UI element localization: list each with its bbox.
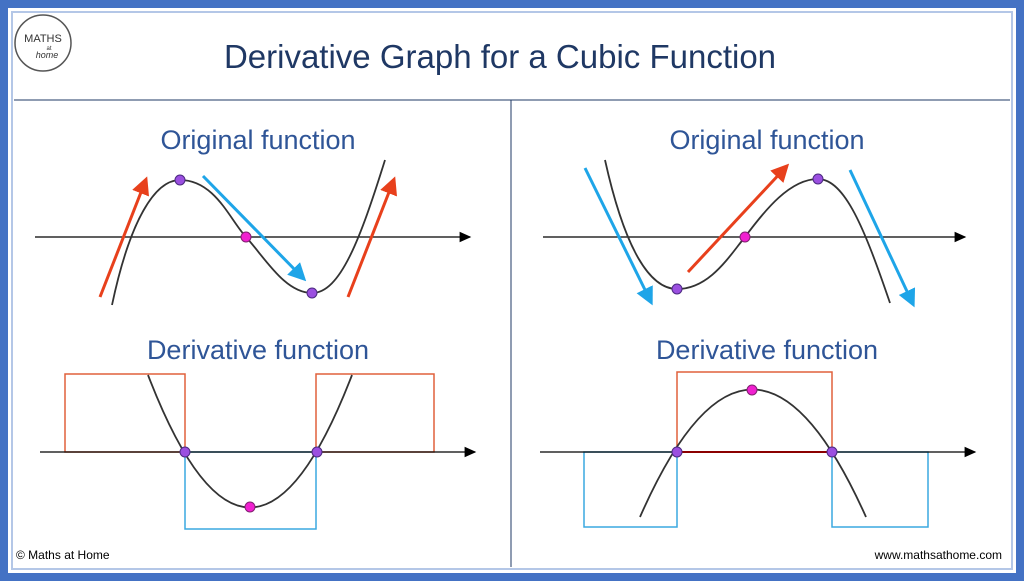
inflection-point bbox=[240, 231, 252, 243]
increasing-arrow bbox=[346, 176, 398, 298]
website: www.mathsathome.com bbox=[874, 548, 1002, 562]
decreasing-arrow bbox=[583, 167, 653, 306]
root-point bbox=[311, 446, 323, 458]
root-point bbox=[671, 446, 683, 458]
turning-point bbox=[746, 384, 758, 396]
logo-text: MATHS bbox=[24, 33, 62, 45]
decreasing-arrow bbox=[848, 169, 916, 308]
root-point bbox=[179, 446, 191, 458]
inflection-point bbox=[739, 231, 751, 243]
copyright: © Maths at Home bbox=[16, 548, 110, 562]
increasing-arrow bbox=[98, 176, 150, 298]
logo-text: at bbox=[46, 46, 51, 52]
panel-label: Derivative function bbox=[656, 335, 878, 365]
turning-point bbox=[812, 173, 824, 185]
turning-point bbox=[244, 501, 256, 513]
turning-point bbox=[306, 287, 318, 299]
logo-text: home bbox=[36, 50, 59, 60]
turning-point bbox=[174, 174, 186, 186]
logo-circle bbox=[14, 14, 72, 72]
turning-point bbox=[671, 283, 683, 295]
inner-frame bbox=[11, 11, 1013, 570]
increasing-arrow bbox=[686, 163, 790, 274]
panel-label: Original function bbox=[160, 125, 355, 155]
panel-label: Original function bbox=[669, 125, 864, 155]
decreasing-arrow bbox=[201, 174, 307, 282]
title: Derivative Graph for a Cubic Function bbox=[224, 38, 776, 75]
panel-label: Derivative function bbox=[147, 335, 369, 365]
root-point bbox=[826, 446, 838, 458]
logo: MATHS at home bbox=[14, 14, 72, 72]
